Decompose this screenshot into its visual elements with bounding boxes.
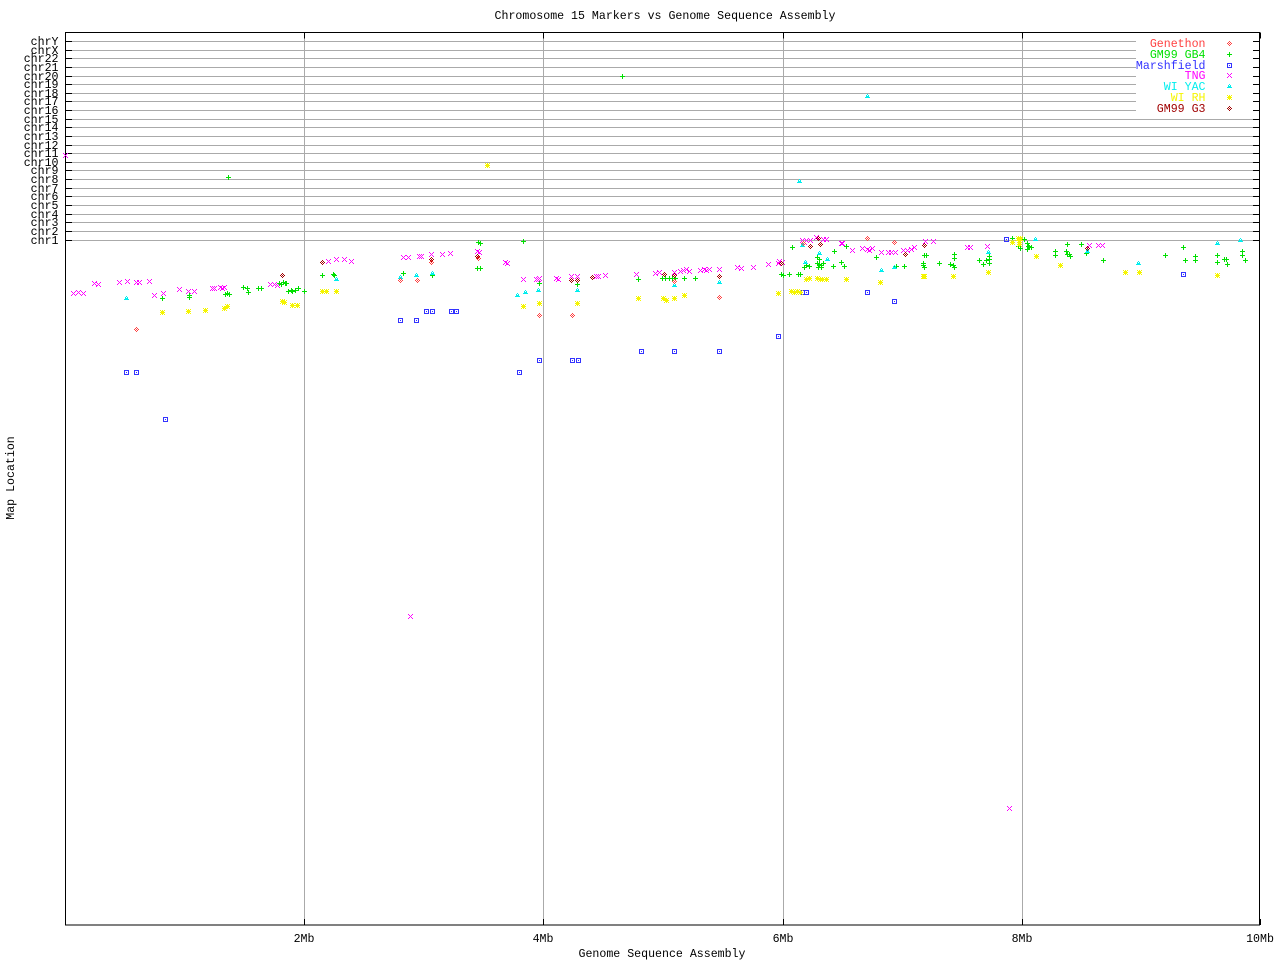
svg-text:chr12: chr12 bbox=[24, 140, 59, 153]
svg-text:chr4: chr4 bbox=[31, 209, 59, 222]
svg-text:chr19: chr19 bbox=[24, 79, 59, 92]
svg-text:chr5: chr5 bbox=[31, 200, 59, 213]
svg-text:WI RH: WI RH bbox=[1171, 92, 1206, 105]
svg-text:chr14: chr14 bbox=[24, 122, 59, 135]
svg-text:8Mb: 8Mb bbox=[1012, 933, 1033, 946]
svg-text:chr3: chr3 bbox=[31, 217, 59, 230]
svg-text:GM99 G3: GM99 G3 bbox=[1157, 103, 1206, 116]
svg-text:chr2: chr2 bbox=[31, 226, 59, 239]
svg-text:chr7: chr7 bbox=[31, 183, 59, 196]
svg-text:Chromosome 15 Markers vs Genom: Chromosome 15 Markers vs Genome Sequence… bbox=[495, 10, 836, 23]
svg-text:chr10: chr10 bbox=[24, 157, 59, 170]
svg-text:Genethon: Genethon bbox=[1150, 38, 1206, 51]
svg-text:chr16: chr16 bbox=[24, 105, 59, 118]
svg-text:chr20: chr20 bbox=[24, 71, 59, 84]
svg-text:chr22: chr22 bbox=[24, 53, 59, 66]
svg-text:chr8: chr8 bbox=[31, 174, 59, 187]
svg-text:chr15: chr15 bbox=[24, 114, 59, 127]
svg-text:chr18: chr18 bbox=[24, 88, 59, 101]
svg-text:chrY: chrY bbox=[31, 36, 59, 49]
svg-text:GM99 GB4: GM99 GB4 bbox=[1150, 49, 1206, 62]
svg-text:chrX: chrX bbox=[31, 45, 59, 58]
svg-text:2Mb: 2Mb bbox=[294, 933, 315, 946]
svg-text:chr6: chr6 bbox=[31, 191, 59, 204]
svg-text:chr9: chr9 bbox=[31, 165, 59, 178]
svg-text:chr17: chr17 bbox=[24, 96, 59, 109]
svg-text:WI YAC: WI YAC bbox=[1164, 81, 1206, 94]
svg-text:Map Location: Map Location bbox=[5, 436, 18, 520]
svg-text:4Mb: 4Mb bbox=[533, 933, 554, 946]
svg-text:Marshfield: Marshfield bbox=[1136, 60, 1206, 73]
svg-text:chr11: chr11 bbox=[24, 148, 59, 161]
svg-text:TNG: TNG bbox=[1185, 70, 1206, 83]
svg-text:chr21: chr21 bbox=[24, 62, 59, 75]
svg-text:10Mb: 10Mb bbox=[1246, 933, 1274, 946]
svg-text:chr1: chr1 bbox=[31, 235, 59, 248]
svg-text:6Mb: 6Mb bbox=[773, 933, 794, 946]
svg-text:Genome Sequence Assembly: Genome Sequence Assembly bbox=[579, 948, 746, 960]
svg-text:chr13: chr13 bbox=[24, 131, 59, 144]
